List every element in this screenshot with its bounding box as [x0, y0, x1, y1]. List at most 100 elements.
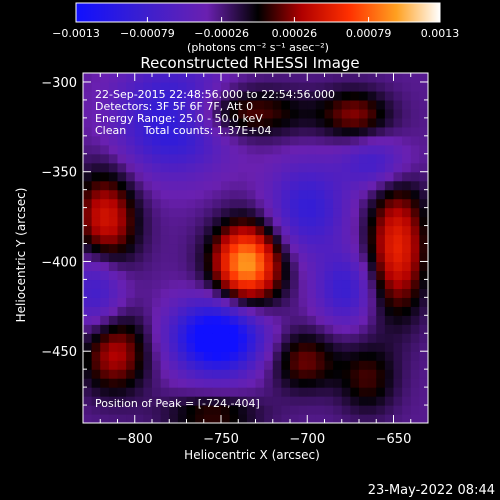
heatmap-cell: [315, 405, 326, 415]
heatmap-cell: [203, 360, 213, 370]
heatmap-cell: [298, 378, 308, 388]
heatmap-cell: [186, 252, 196, 263]
heatmap-cell: [376, 234, 386, 245]
heatmap-cell: [376, 297, 386, 307]
heatmap-cell: [238, 126, 248, 137]
heatmap-cell: [255, 360, 265, 370]
heatmap-cell: [281, 333, 291, 343]
heatmap-cell: [160, 270, 170, 281]
heatmap-cell: [350, 351, 360, 361]
heatmap-cell: [341, 414, 351, 423]
heatmap-cell: [290, 243, 300, 254]
heatmap-cell: [169, 315, 179, 325]
heatmap-cell: [143, 126, 153, 137]
heatmap-cell: [393, 288, 403, 298]
heatmap-cell: [143, 90, 153, 101]
heatmap-cell: [152, 171, 162, 182]
heatmap-cell: [195, 333, 205, 343]
heatmap-cell: [315, 351, 326, 361]
heatmap-cell: [393, 279, 403, 289]
heatmap-cell: [376, 396, 386, 406]
heatmap-cell: [290, 315, 300, 325]
heatmap-cell: [419, 90, 428, 101]
heatmap-cell: [298, 90, 308, 101]
heatmap-cell: [290, 117, 300, 128]
heatmap-cell: [402, 279, 412, 289]
heatmap-cell: [160, 279, 170, 289]
heatmap-cell: [160, 216, 170, 227]
heatmap-cell: [143, 73, 153, 83]
heatmap-cell: [341, 405, 351, 415]
y-tick-label: −450: [41, 345, 77, 360]
heatmap-cell: [152, 387, 162, 397]
heatmap-cell: [100, 315, 110, 325]
heatmap-cell: [91, 180, 101, 191]
heatmap-cell: [212, 153, 222, 164]
heatmap-cell: [169, 279, 179, 289]
heatmap-cell: [410, 234, 420, 245]
heatmap-cell: [169, 216, 179, 227]
heatmap-cell: [229, 261, 239, 272]
heatmap-cell: [393, 360, 403, 370]
heatmap-cell: [376, 73, 386, 83]
heatmap-cell: [134, 288, 144, 298]
heatmap-cell: [143, 351, 153, 361]
heatmap-cell: [333, 351, 343, 361]
heatmap-cell: [117, 162, 127, 173]
heatmap-cell: [83, 144, 93, 155]
heatmap-cell: [255, 180, 265, 191]
heatmap-cell: [246, 288, 257, 298]
heatmap-cell: [160, 135, 170, 146]
heatmap-cell: [246, 324, 257, 334]
heatmap-cell: [152, 198, 162, 209]
heatmap-cell: [315, 342, 326, 352]
heatmap-cell: [376, 360, 386, 370]
heatmap-cell: [376, 180, 386, 191]
heatmap-cell: [195, 207, 205, 218]
heatmap-cell: [367, 351, 377, 361]
heatmap-cell: [255, 378, 265, 388]
heatmap-cell: [134, 306, 144, 316]
heatmap-cell: [333, 261, 343, 272]
heatmap-cell: [83, 81, 93, 92]
heatmap-cell: [169, 225, 179, 236]
heatmap-cell: [307, 171, 317, 182]
heatmap-cell: [152, 90, 162, 101]
heatmap-cell: [298, 342, 308, 352]
heatmap-cell: [298, 198, 308, 209]
heatmap-cell: [298, 243, 308, 254]
heatmap-cell: [307, 324, 317, 334]
heatmap-cell: [410, 270, 420, 281]
heatmap-cell: [393, 135, 403, 146]
heatmap-cell: [419, 387, 428, 397]
heatmap-cell: [402, 180, 412, 191]
heatmap-cell: [290, 189, 300, 200]
heatmap-cell: [195, 279, 205, 289]
heatmap-cell: [307, 243, 317, 254]
heatmap-cell: [272, 405, 282, 415]
heatmap-cell: [298, 189, 308, 200]
heatmap-cell: [315, 270, 326, 281]
heatmap-cell: [333, 252, 343, 263]
heatmap-cell: [410, 153, 420, 164]
heatmap-cell: [91, 369, 101, 379]
heatmap-cell: [212, 297, 222, 307]
heatmap-cell: [177, 180, 188, 191]
annotation-time: 22-Sep-2015 22:48:56.000 to 22:54:56.000: [95, 88, 335, 101]
heatmap-cell: [238, 270, 248, 281]
heatmap-cell: [186, 270, 196, 281]
heatmap-cell: [246, 333, 257, 343]
heatmap-cell: [307, 216, 317, 227]
heatmap-cell: [100, 99, 110, 110]
heatmap-cells: [83, 73, 428, 423]
heatmap-cell: [169, 297, 179, 307]
heatmap-cell: [350, 279, 360, 289]
heatmap-cell: [376, 369, 386, 379]
heatmap-cell: [195, 324, 205, 334]
heatmap-cell: [212, 243, 222, 254]
heatmap-cell: [143, 297, 153, 307]
y-tick-label: −300: [41, 76, 77, 91]
heatmap-cell: [117, 171, 127, 182]
heatmap-cell: [152, 333, 162, 343]
heatmap-cell: [169, 153, 179, 164]
